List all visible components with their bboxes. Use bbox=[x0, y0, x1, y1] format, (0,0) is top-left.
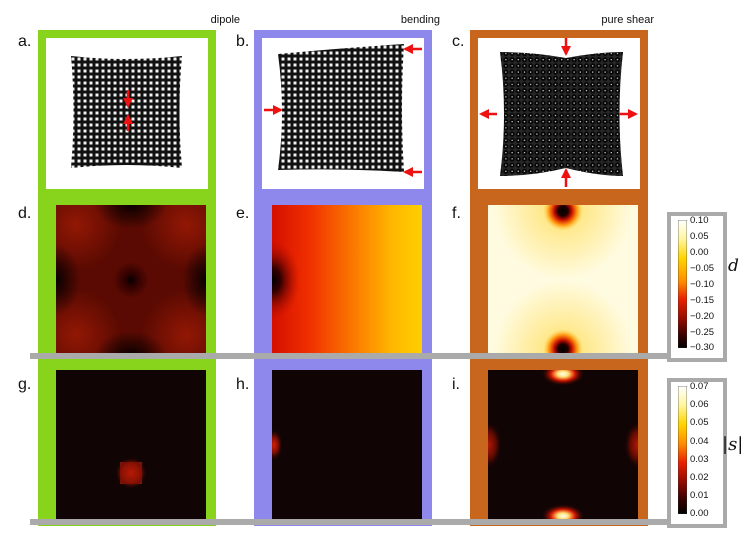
colorbar-s-tick: 0.07 bbox=[690, 381, 709, 392]
column-title-dipole: dipole bbox=[210, 14, 240, 26]
panel-label-i: i. bbox=[452, 376, 460, 393]
column-title-bending: bending bbox=[400, 14, 440, 26]
colorbar-s-tick: 0.03 bbox=[690, 454, 709, 465]
row-separator-bottom bbox=[30, 519, 672, 525]
panel-e-bending-d-field bbox=[272, 205, 422, 355]
panel-label-e: e. bbox=[236, 205, 250, 222]
panel-label-f: f. bbox=[452, 205, 461, 222]
panel-b-bending-lattice bbox=[264, 44, 422, 177]
colorbar-d-frame bbox=[667, 212, 727, 362]
panel-d-dipole-d-field bbox=[56, 205, 206, 355]
colorbar-d-tick: −0.20 bbox=[690, 311, 715, 322]
panel-c-pure-shear-lattice bbox=[479, 38, 638, 187]
colorbar-s-tick: 0.00 bbox=[690, 508, 709, 519]
colorbar-d-tick: −0.15 bbox=[690, 295, 715, 306]
colorbar-s-gradient bbox=[678, 386, 687, 514]
colorbar-d-tick: −0.10 bbox=[690, 279, 715, 290]
colorbar-d-tick: 0.05 bbox=[690, 231, 709, 242]
panel-label-c: c. bbox=[452, 33, 465, 50]
colorbar-d-gradient bbox=[678, 220, 687, 348]
colorbar-s-frame bbox=[667, 378, 727, 528]
column-title-pure-shear: pure shear bbox=[601, 14, 654, 26]
colorbar-s-symbol: |s| bbox=[722, 434, 744, 455]
panel-h-bending-s-field bbox=[272, 370, 422, 520]
colorbar-d-symbol: d bbox=[728, 256, 739, 276]
panel-label-g: g. bbox=[18, 376, 32, 393]
panel-label-b: b. bbox=[236, 33, 250, 50]
panel-label-d: d. bbox=[18, 205, 32, 222]
panel-a-dipole-lattice bbox=[71, 56, 182, 168]
colorbar-s-tick: 0.06 bbox=[690, 399, 709, 410]
colorbar-d-tick: −0.25 bbox=[690, 327, 715, 338]
panel-f-pure-shear-d-field bbox=[488, 205, 638, 355]
colorbar-s-tick: 0.05 bbox=[690, 417, 709, 428]
row-separator-top bbox=[30, 353, 672, 359]
colorbar-d-tick: −0.05 bbox=[690, 263, 715, 274]
panel-i-pure-shear-s-field bbox=[488, 370, 638, 520]
colorbar-s-tick: 0.01 bbox=[690, 490, 709, 501]
panel-g-dipole-s-field bbox=[56, 370, 206, 520]
panel-label-h: h. bbox=[236, 376, 250, 393]
colorbar-s-tick: 0.04 bbox=[690, 436, 709, 447]
colorbar-d-tick: −0.30 bbox=[690, 342, 715, 353]
colorbar-s-tick: 0.02 bbox=[690, 472, 709, 483]
colorbar-d-tick: 0.00 bbox=[690, 247, 709, 258]
colorbar-d-tick: 0.10 bbox=[690, 215, 709, 226]
panel-label-a: a. bbox=[18, 33, 32, 50]
